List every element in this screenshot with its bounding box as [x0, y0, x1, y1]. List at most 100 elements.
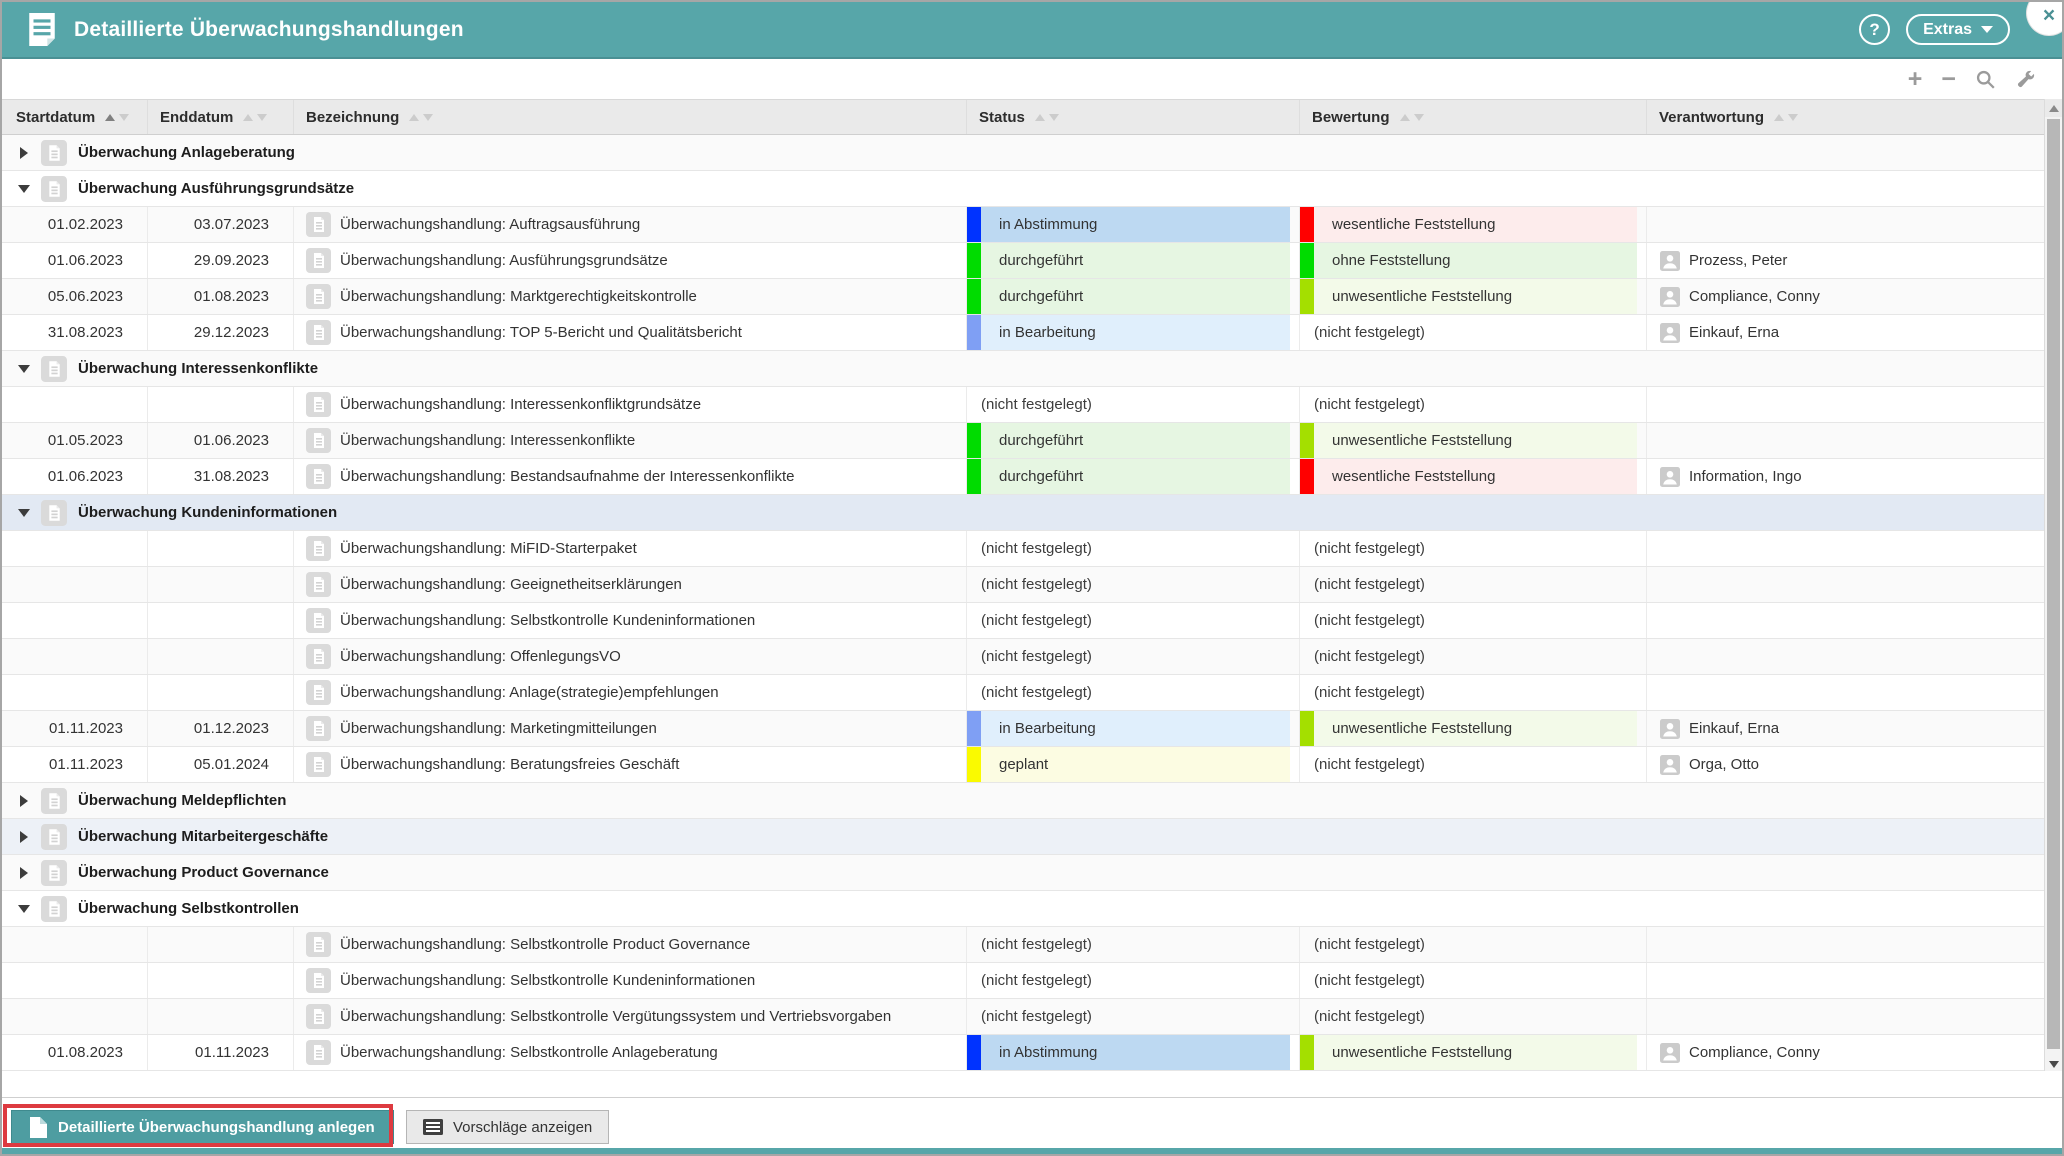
name-label: Überwachungshandlung: Selbstkontrolle Ve…	[340, 1008, 892, 1025]
table-row[interactable]: 31.08.2023 29.12.2023 Überwachungshandlung…	[2, 315, 2044, 351]
sort-arrows-icon	[1034, 113, 1059, 121]
status-cell-label: (nicht festgelegt)	[981, 396, 1092, 413]
status-cell-chip: in Abstimmung	[967, 1035, 1290, 1070]
rating-cell-chip: unwesentliche Feststellung	[1300, 1035, 1637, 1070]
column-header-enddatum[interactable]: Enddatum	[148, 100, 294, 134]
table-row[interactable]: Überwachungshandlung: Selbstkontrolle Ku…	[2, 963, 2044, 999]
table-row[interactable]: 01.06.2023 31.08.2023 Überwachungshandlung…	[2, 459, 2044, 495]
group-row[interactable]: Überwachung Meldepflichten	[2, 783, 2044, 819]
table-row[interactable]: 01.11.2023 01.12.2023 Überwachungshandlung…	[2, 711, 2044, 747]
expand-icon[interactable]	[18, 830, 30, 843]
document-icon	[306, 752, 331, 777]
column-header-startdatum[interactable]: Startdatum	[2, 100, 148, 134]
collapse-icon[interactable]	[18, 184, 30, 193]
rating-cell: wesentliche Feststellung	[1300, 459, 1647, 494]
name-cell: Überwachungshandlung: Geeignetheitserklä…	[294, 567, 967, 602]
group-row[interactable]: Überwachung Product Governance	[2, 855, 2044, 891]
create-monitoring-action-button[interactable]: Detaillierte Überwachungshandlung anlege…	[11, 1110, 394, 1144]
table-row[interactable]: 01.11.2023 05.01.2024 Überwachungshandlung…	[2, 747, 2044, 783]
table-row[interactable]: Überwachungshandlung: OffenlegungsVO (nic…	[2, 639, 2044, 675]
status-cell-color-bar	[967, 279, 981, 314]
remove-icon[interactable]: −	[1941, 65, 1956, 93]
sort-arrows-icon	[1399, 113, 1424, 121]
column-header-bezeichnung[interactable]: Bezeichnung	[294, 100, 967, 134]
folder-document-icon	[41, 787, 67, 814]
column-header-bewertung[interactable]: Bewertung	[1300, 100, 1647, 134]
responsible-label: Prozess, Peter	[1689, 252, 1788, 269]
show-suggestions-button[interactable]: Vorschläge anzeigen	[406, 1110, 610, 1144]
scroll-up-button[interactable]	[2045, 99, 2062, 117]
add-icon[interactable]: +	[1907, 65, 1923, 93]
table-row[interactable]: 01.02.2023 03.07.2023 Überwachungshandlung…	[2, 207, 2044, 243]
close-button[interactable]: ×	[2027, 2, 2062, 35]
responsible-cell	[1647, 423, 2044, 458]
responsible-label: Compliance, Conny	[1689, 288, 1820, 305]
column-header-verantwortung[interactable]: Verantwortung	[1647, 100, 2044, 134]
rating-cell-label: (nicht festgelegt)	[1314, 684, 1425, 701]
table-row[interactable]: Überwachungshandlung: Selbstkontrolle Ve…	[2, 999, 2044, 1035]
table-row[interactable]: Überwachungshandlung: Geeignetheitserklä…	[2, 567, 2044, 603]
group-label: Überwachung Kundeninformationen	[78, 504, 338, 521]
group-label: Überwachung Selbstkontrollen	[78, 900, 299, 917]
rating-cell-chip: unwesentliche Feststellung	[1300, 423, 1637, 458]
table-row[interactable]: 01.05.2023 01.06.2023 Überwachungshandlung…	[2, 423, 2044, 459]
title-bar: Detaillierte Überwachungshandlungen ? Ex…	[2, 2, 2062, 59]
group-row[interactable]: Überwachung Anlageberatung	[2, 135, 2044, 171]
group-row[interactable]: Überwachung Kundeninformationen	[2, 495, 2044, 531]
responsible-cell	[1647, 927, 2044, 962]
name-cell: Überwachungshandlung: Ausführungsgrundsä…	[294, 243, 967, 278]
search-icon[interactable]	[1975, 69, 1996, 90]
group-row[interactable]: Überwachung Selbstkontrollen	[2, 891, 2044, 927]
table-body: Überwachung Anlageberatung Überwachung Au…	[2, 135, 2044, 1071]
extras-button[interactable]: Extras	[1906, 14, 2010, 45]
rating-cell-color-bar	[1300, 243, 1314, 278]
status-cell: (nicht festgelegt)	[967, 387, 1300, 422]
scrollbar-thumb[interactable]	[2047, 119, 2060, 1049]
responsible-cell: Einkauf, Erna	[1647, 711, 2044, 746]
status-cell-label: (nicht festgelegt)	[981, 648, 1092, 665]
status-cell-chip: in Bearbeitung	[967, 315, 1290, 350]
name-label: Überwachungshandlung: Interessenkonflikt…	[340, 396, 702, 413]
start-date-cell: 31.08.2023	[2, 315, 148, 350]
rating-cell-label: (nicht festgelegt)	[1314, 936, 1425, 953]
wrench-icon[interactable]	[2015, 69, 2036, 90]
group-row[interactable]: Überwachung Ausführungsgrundsätze	[2, 171, 2044, 207]
list-icon	[423, 1119, 443, 1135]
name-cell: Überwachungshandlung: Bestandsaufnahme d…	[294, 459, 967, 494]
table-row[interactable]: 01.06.2023 29.09.2023 Überwachungshandlung…	[2, 243, 2044, 279]
group-row[interactable]: Überwachung Mitarbeitergeschäfte	[2, 819, 2044, 855]
table-row[interactable]: 01.08.2023 01.11.2023 Überwachungshandlung…	[2, 1035, 2044, 1071]
responsible-cell	[1647, 567, 2044, 602]
name-cell: Überwachungshandlung: Marketingmitteilun…	[294, 711, 967, 746]
end-date-cell: 29.09.2023	[148, 243, 294, 278]
table-row[interactable]: Überwachungshandlung: Selbstkontrolle Ku…	[2, 603, 2044, 639]
table-row[interactable]: Überwachungshandlung: Anlage(strategie)e…	[2, 675, 2044, 711]
table-row[interactable]: 05.06.2023 01.08.2023 Überwachungshandlung…	[2, 279, 2044, 315]
status-cell-chip: durchgeführt	[967, 423, 1290, 458]
vertical-scrollbar[interactable]	[2044, 99, 2062, 1071]
status-cell-chip: geplant	[967, 747, 1290, 782]
status-cell: (nicht festgelegt)	[967, 927, 1300, 962]
document-icon	[306, 392, 331, 417]
responsible-cell	[1647, 603, 2044, 638]
help-button[interactable]: ?	[1859, 14, 1891, 45]
expand-icon[interactable]	[18, 794, 30, 807]
status-cell-label: durchgeführt	[999, 432, 1084, 449]
expand-icon[interactable]	[18, 146, 30, 159]
table-row[interactable]: Überwachungshandlung: Interessenkonflikt…	[2, 387, 2044, 423]
start-date-cell	[2, 531, 148, 566]
rating-cell-label: unwesentliche Feststellung	[1332, 288, 1513, 305]
start-date-cell: 05.06.2023	[2, 279, 148, 314]
column-header-status[interactable]: Status	[967, 100, 1300, 134]
scroll-down-button[interactable]	[2045, 1061, 2062, 1068]
table-row[interactable]: Überwachungshandlung: MiFID-Starterpaket…	[2, 531, 2044, 567]
expand-icon[interactable]	[18, 866, 30, 879]
collapse-icon[interactable]	[18, 904, 30, 913]
status-cell: (nicht festgelegt)	[967, 639, 1300, 674]
collapse-icon[interactable]	[18, 364, 30, 373]
table-row[interactable]: Überwachungshandlung: Selbstkontrolle Pr…	[2, 927, 2044, 963]
group-row[interactable]: Überwachung Interessenkonflikte	[2, 351, 2044, 387]
name-label: Überwachungshandlung: Marketingmitteilun…	[340, 720, 657, 737]
collapse-icon[interactable]	[18, 508, 30, 517]
rating-cell-chip: wesentliche Feststellung	[1300, 207, 1637, 242]
